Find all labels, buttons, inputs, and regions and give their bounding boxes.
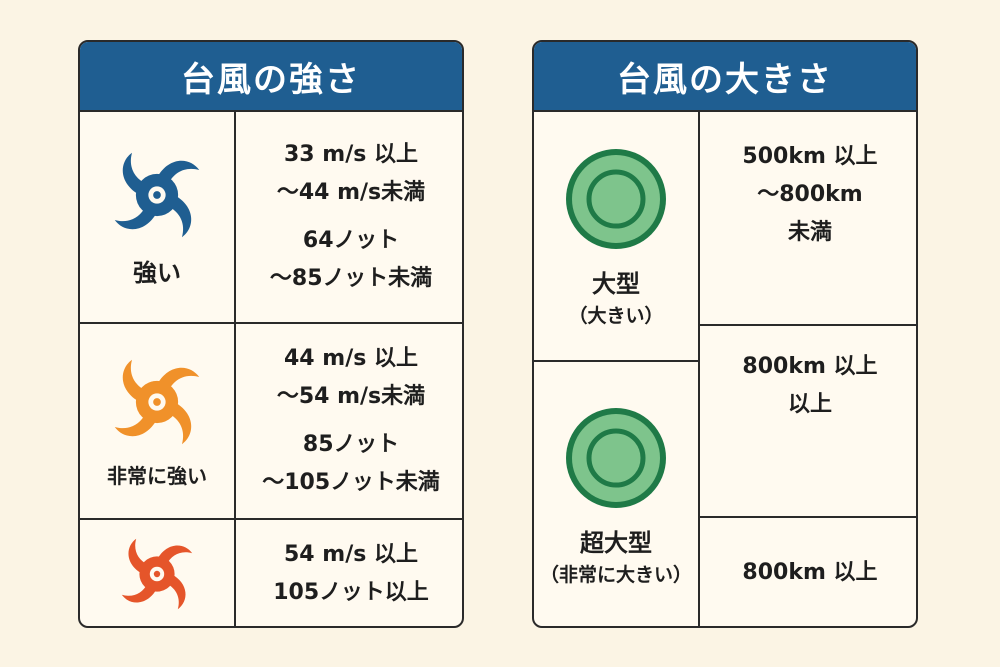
- size-category-large: 大型 （大きい）: [534, 112, 698, 360]
- strength-row-divider: [80, 322, 462, 324]
- size-label-very-large: 超大型: [580, 529, 652, 557]
- strength-value-line: 64ノット: [302, 228, 400, 253]
- size-column-divider: [698, 110, 700, 626]
- strength-value-line: ～54 m/s未満: [276, 384, 426, 409]
- size-sublabel-large: （大きい）: [568, 305, 664, 327]
- strength-category-violent: [80, 520, 234, 626]
- size-range-line: 800km 以上: [742, 560, 878, 585]
- strength-row-divider: [80, 518, 462, 520]
- typhoon-strength-table: 台風の強さ 強い 33 m/s 以上 ～44 m/s未満 64ノット ～85ノ: [78, 40, 464, 628]
- strength-table-title: 台風の強さ: [80, 42, 462, 112]
- strength-category-strong: 強い: [80, 112, 234, 322]
- strength-value-line: 85ノット: [302, 432, 400, 457]
- circle-green-icon: [561, 144, 671, 254]
- size-row-divider: [698, 516, 916, 518]
- size-sublabel-very-large: （非常に大きい）: [539, 564, 692, 586]
- size-range-very-large: 800km 以上: [700, 518, 916, 626]
- strength-value-line: ～85ノット未満: [269, 266, 433, 291]
- circle-green-icon: [561, 403, 671, 513]
- strength-category-very-strong: 非常に強い: [80, 324, 234, 518]
- size-label-large: 大型: [592, 270, 640, 298]
- size-range-line: 500km 以上: [742, 144, 878, 169]
- strength-value-line: 105ノット以上: [273, 580, 429, 605]
- strength-values-strong: 33 m/s 以上 ～44 m/s未満 64ノット ～85ノット未満: [236, 112, 462, 322]
- size-range-line: ～800km: [757, 182, 863, 207]
- strength-label-strong: 強い: [133, 258, 181, 287]
- strength-value-line: 54 m/s 以上: [284, 542, 418, 567]
- size-row-divider: [698, 324, 916, 326]
- size-range-middle: 800km 以上 以上: [700, 326, 916, 516]
- strength-value-line: 44 m/s 以上: [284, 346, 418, 371]
- typhoon-orange-icon: [109, 354, 205, 450]
- size-range-line: 800km 以上: [742, 354, 878, 379]
- size-category-very-large: 超大型 （非常に大きい）: [534, 362, 698, 626]
- strength-value-line: ～44 m/s未満: [276, 180, 426, 205]
- strength-column-divider: [234, 110, 236, 626]
- strength-value-line: ～105ノット未満: [262, 470, 440, 495]
- size-row-divider: [534, 360, 700, 362]
- strength-values-very-strong: 44 m/s 以上 ～54 m/s未満 85ノット ～105ノット未満: [236, 324, 462, 518]
- typhoon-red-icon: [117, 534, 197, 614]
- strength-values-violent: 54 m/s 以上 105ノット以上: [236, 520, 462, 626]
- typhoon-blue-icon: [109, 147, 205, 243]
- size-range-line: 未満: [787, 220, 832, 245]
- size-range-line: 以上: [787, 392, 832, 417]
- strength-value-line: 33 m/s 以上: [284, 142, 418, 167]
- size-range-large: 500km 以上 ～800km 未満: [700, 112, 916, 324]
- strength-label-very-strong: 非常に強い: [107, 463, 207, 488]
- typhoon-size-table: 台風の大きさ 大型 （大きい） 超大型 （非常に大きい） 500km: [532, 40, 918, 628]
- size-table-title: 台風の大きさ: [534, 42, 916, 112]
